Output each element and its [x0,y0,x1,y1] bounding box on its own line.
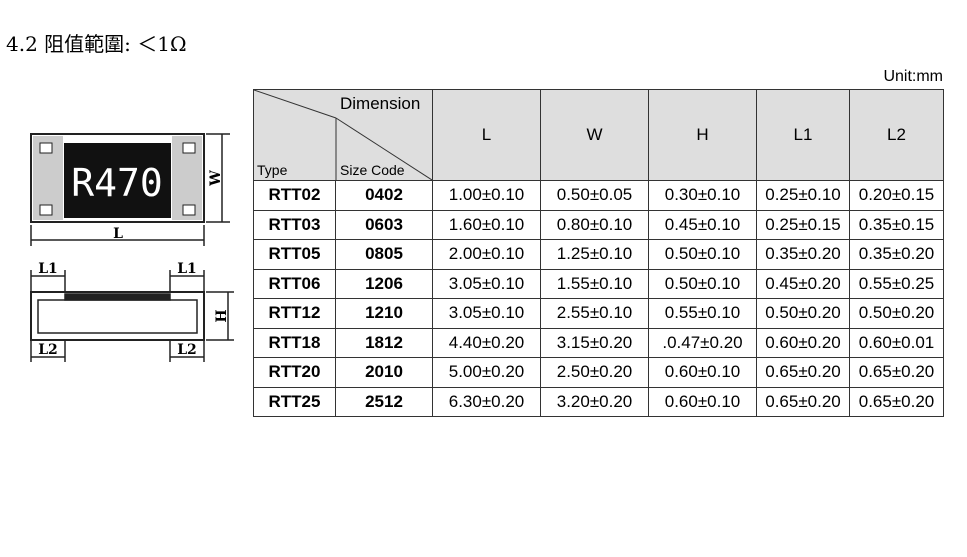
column-header: L2 [849,89,944,181]
value-cell: 5.00±0.20 [432,357,541,388]
value-cell: 0.35±0.20 [849,239,944,270]
width-label: W [208,170,224,187]
unit: Unit:mm [883,68,943,85]
heading: 4.2 阻值範圍: ＜1Ω [6,32,187,56]
size-cell: 0805 [335,239,433,270]
value-cell: 0.45±0.10 [648,209,757,240]
value-cell: 0.25±0.10 [756,180,850,211]
type-cell: RTT18 [253,327,336,358]
size-cell: 2010 [335,357,433,388]
table-row: RTT06 1206 3.05±0.10 1.55±0.10 0.50±0.10 0.45… [253,268,944,299]
value-cell: 6.30±0.20 [432,386,541,417]
resistive-layer [64,143,171,218]
value-cell: 0.65±0.20 [849,386,944,417]
value-cell: 0.20±0.15 [849,180,944,211]
value-cell: 0.50±0.20 [849,298,944,329]
value-cell: 0.35±0.20 [756,239,850,270]
value-cell: 2.00±0.10 [432,239,541,270]
table-row: RTT25 2512 6.30±0.20 3.20±0.20 0.60±0.10 0.65… [253,386,944,417]
corner-header: Dimension Type Size Code [253,89,433,181]
size-cell: 1206 [335,268,433,299]
value-cell: 0.50±0.10 [648,239,757,270]
height-label: H [214,309,230,322]
column-header: H [648,89,757,181]
type-cell: RTT12 [253,298,336,329]
value-cell: 0.80±0.10 [540,209,649,240]
value-cell: 0.35±0.15 [849,209,944,240]
value-cell: 0.60±0.20 [756,327,850,358]
type-cell: RTT03 [253,209,336,240]
table-row: RTT18 1812 4.40±0.20 3.15±0.20.0.47±0.20 0.6… [253,327,944,358]
dimension-table: Dimension Type Size Code L W H L1 L2 RTT02 04… [253,89,944,417]
value-cell: 0.60±0.01 [849,327,944,358]
l2-label: L2 [177,342,197,358]
size-label: Size Code [340,162,405,178]
value-cell: 1.00±0.10 [432,180,541,211]
diagram: R470 W L L1 L1 H L2 L2 [30,133,234,362]
l1-label: L1 [177,261,197,277]
size-cell: 0603 [335,209,433,240]
size-cell: 2512 [335,386,433,417]
size-cell: 1210 [335,298,433,329]
value-cell: 3.05±0.10 [432,268,541,299]
value-cell: 4.40±0.20 [432,327,541,358]
type-cell: RTT05 [253,239,336,270]
value-cell: 0.60±0.10 [648,386,757,417]
type-cell: RTT02 [253,180,336,211]
size-cell: 0402 [335,180,433,211]
value-cell: 0.30±0.10 [648,180,757,211]
marking: R470 [71,161,163,205]
table-row: RTT12 1210 3.05±0.10 2.55±0.10 0.55±0.10 0.50… [253,298,944,329]
value-cell: 2.55±0.10 [540,298,649,329]
value-cell: 0.65±0.20 [756,357,850,388]
value-cell: 0.50±0.20 [756,298,850,329]
value-cell: 1.60±0.10 [432,209,541,240]
value-cell: 0.65±0.20 [756,386,850,417]
table-row: RTT20 2010 5.00±0.20 2.50±0.20 0.60±0.10 0.65… [253,357,944,388]
value-cell: 1.55±0.10 [540,268,649,299]
value-cell: 3.05±0.10 [432,298,541,329]
value-cell: 0.55±0.25 [849,268,944,299]
value-cell: 0.25±0.15 [756,209,850,240]
table-row: RTT05 0805 2.00±0.10 1.25±0.10 0.50±0.10 0.35… [253,239,944,270]
table-row: RTT02 0402 1.00±0.10 0.50±0.05 0.30±0.10 0.25… [253,180,944,211]
value-cell: 3.15±0.20 [540,327,649,358]
type-cell: RTT06 [253,268,336,299]
value-cell: 2.50±0.20 [540,357,649,388]
column-header: L [432,89,541,181]
l2-label: L2 [38,342,58,358]
type-cell: RTT25 [253,386,336,417]
value-cell: 0.60±0.10 [648,357,757,388]
type-cell: RTT20 [253,357,336,388]
size-cell: 1812 [335,327,433,358]
table-row: RTT03 0603 1.60±0.10 0.80±0.10 0.45±0.10 0.25… [253,209,944,240]
value-cell: 1.25±0.10 [540,239,649,270]
value-cell: 0.45±0.20 [756,268,850,299]
dimension-label: Dimension [340,94,421,113]
column-header: L1 [756,89,850,181]
value-cell: 0.65±0.20 [849,357,944,388]
value-cell: 0.50±0.10 [648,268,757,299]
value-cell: 3.20±0.20 [540,386,649,417]
value-cell: 0.55±0.10 [648,298,757,329]
length-label: L [113,226,123,242]
value-cell: 0.50±0.05 [540,180,649,211]
column-header: W [540,89,649,181]
type-label: Type [257,162,288,178]
l1-label: L1 [38,261,58,277]
value-cell: .0.47±0.20 [648,327,757,358]
